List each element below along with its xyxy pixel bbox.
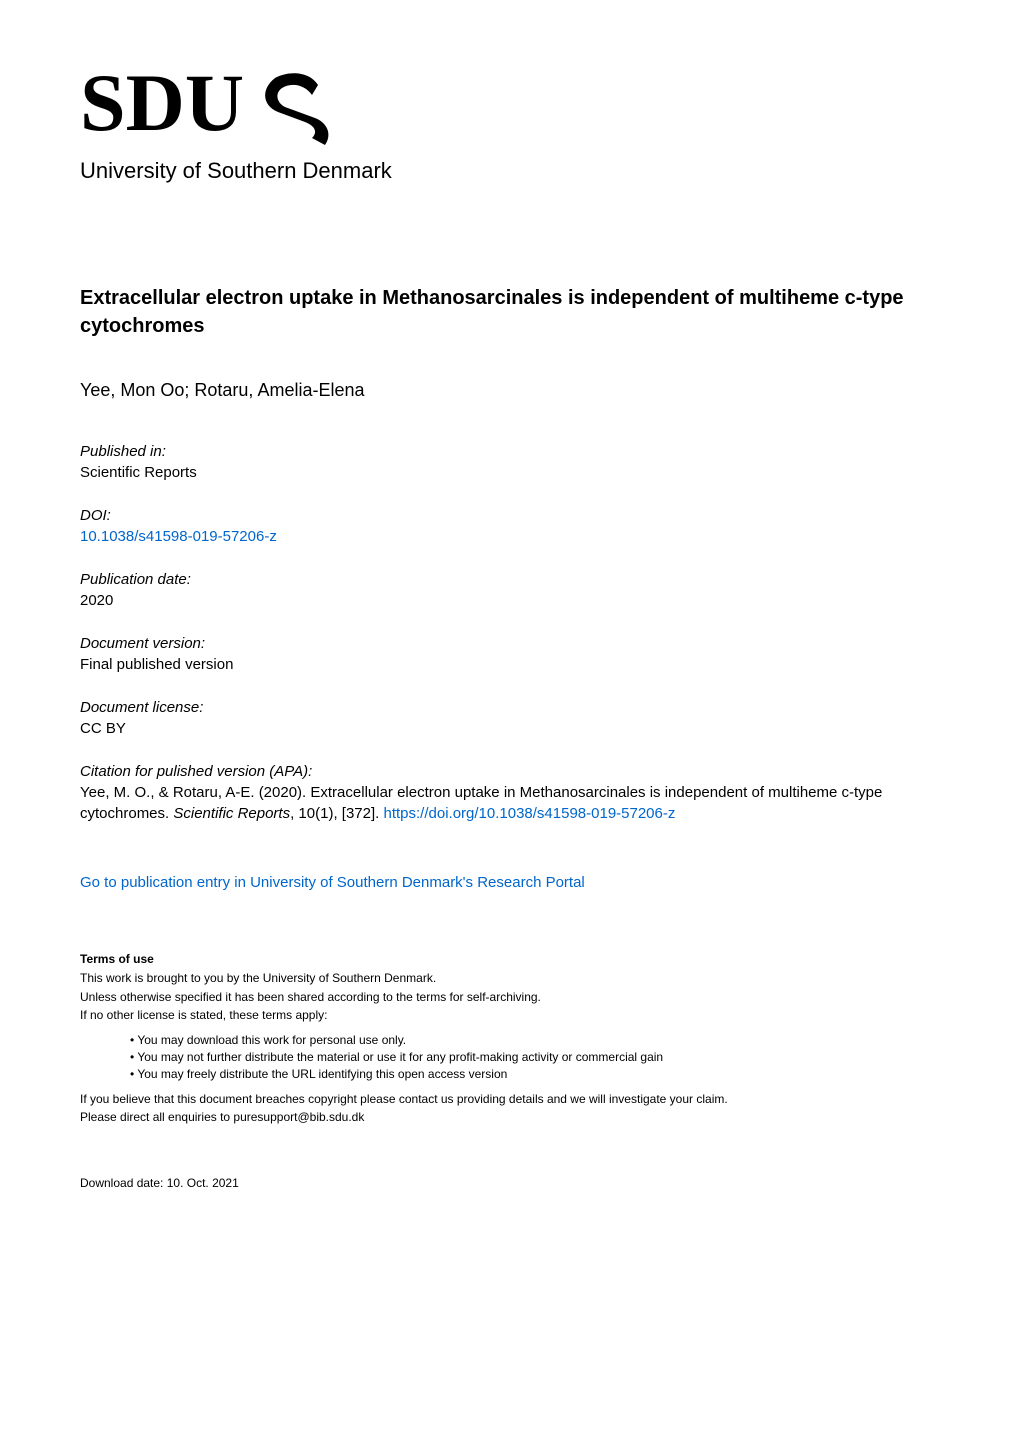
portal-link[interactable]: Go to publication entry in University of… (80, 874, 585, 891)
terms-bullet: You may freely distribute the URL identi… (130, 1066, 940, 1083)
published-in-block: Published in: Scientific Reports (80, 441, 940, 483)
publication-date-block: Publication date: 2020 (80, 569, 940, 611)
doi-link[interactable]: 10.1038/s41598-019-57206-z (80, 528, 277, 545)
terms-section: Terms of use This work is brought to you… (80, 951, 940, 1126)
terms-bullet: You may download this work for personal … (130, 1032, 940, 1049)
citation-block: Citation for pulished version (APA): Yee… (80, 761, 940, 824)
published-in-label: Published in: (80, 441, 940, 462)
publication-date-label: Publication date: (80, 569, 940, 590)
sdu-logo: SDU (80, 60, 360, 150)
paper-authors: Yee, Mon Oo; Rotaru, Amelia-Elena (80, 380, 940, 401)
document-version-value: Final published version (80, 654, 940, 675)
doi-block: DOI: 10.1038/s41598-019-57206-z (80, 505, 940, 547)
citation-journal: Scientific Reports (173, 805, 290, 822)
doi-label: DOI: (80, 505, 940, 526)
logo-section: SDU University of Southern Denmark (80, 60, 940, 184)
document-license-block: Document license: CC BY (80, 697, 940, 739)
paper-title: Extracellular electron uptake in Methano… (80, 284, 940, 340)
citation-volume-issue: , 10(1), [372]. (290, 805, 383, 822)
citation-text: Yee, M. O., & Rotaru, A-E. (2020). Extra… (80, 782, 940, 824)
university-name: University of Southern Denmark (80, 158, 940, 184)
svg-text:SDU: SDU (80, 60, 244, 148)
document-license-value: CC BY (80, 718, 940, 739)
citation-url[interactable]: https://doi.org/10.1038/s41598-019-57206… (383, 805, 675, 822)
publication-date-value: 2020 (80, 590, 940, 611)
terms-line-3: If no other license is stated, these ter… (80, 1007, 940, 1024)
terms-contact-1: If you believe that this document breach… (80, 1091, 940, 1108)
document-version-label: Document version: (80, 633, 940, 654)
download-date: Download date: 10. Oct. 2021 (80, 1176, 940, 1190)
terms-heading: Terms of use (80, 951, 940, 968)
document-license-label: Document license: (80, 697, 940, 718)
published-in-value: Scientific Reports (80, 462, 940, 483)
terms-line-2: Unless otherwise specified it has been s… (80, 989, 940, 1006)
terms-line-1: This work is brought to you by the Unive… (80, 970, 940, 987)
terms-contact-2: Please direct all enquiries to puresuppo… (80, 1109, 940, 1126)
terms-list: You may download this work for personal … (80, 1032, 940, 1082)
citation-label: Citation for pulished version (APA): (80, 761, 940, 782)
document-version-block: Document version: Final published versio… (80, 633, 940, 675)
terms-bullet: You may not further distribute the mater… (130, 1049, 940, 1066)
